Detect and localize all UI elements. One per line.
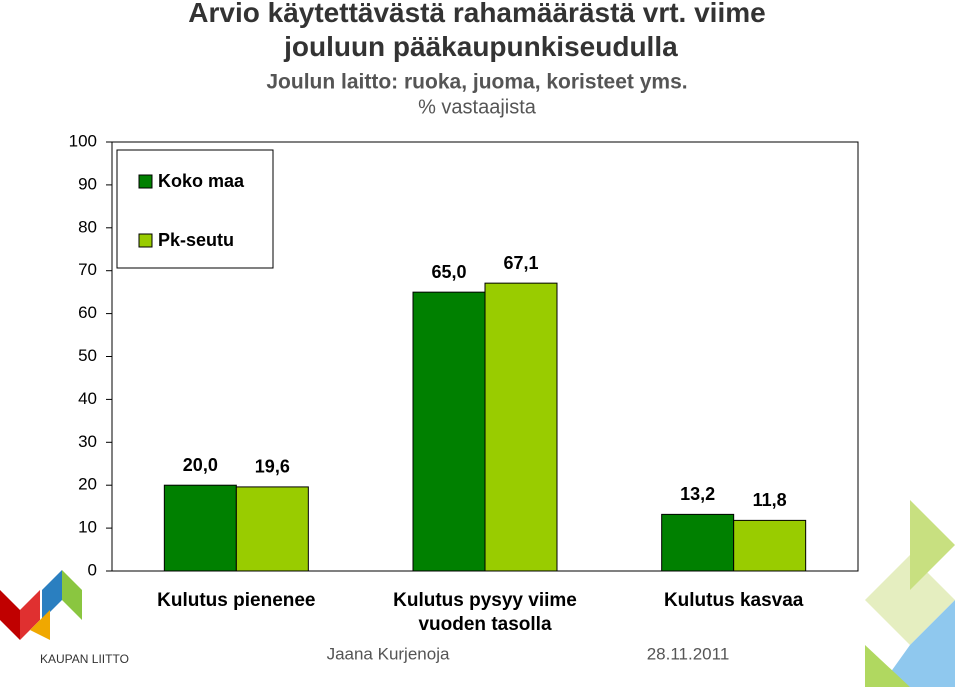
y-tick-label: 50 [78, 346, 97, 365]
y-tick-label: 90 [78, 174, 97, 193]
chart-subtitle: Joulun laitto: ruoka, juoma, koristeet y… [266, 71, 687, 94]
y-tick-label: 30 [78, 432, 97, 451]
footer-author: Jaana Kurjenoja [327, 644, 450, 663]
x-tick-label: Kulutus pysyy viime vuoden tasolla [393, 590, 577, 635]
legend-swatch [138, 174, 153, 189]
y-tick-label: 20 [78, 475, 97, 494]
logo-text: KAUPAN LIITTO [40, 652, 129, 666]
value-label: 65,0 [431, 262, 466, 282]
y-tick-label: 40 [78, 389, 97, 408]
value-label: 13,2 [680, 484, 715, 504]
y-tick-label: 100 [69, 131, 97, 150]
bar [235, 486, 309, 572]
value-label: 19,6 [255, 457, 290, 477]
value-label: 67,1 [503, 253, 538, 273]
bar [484, 282, 558, 572]
logo-graphic [0, 500, 955, 687]
legend-swatch [138, 233, 153, 248]
bar [661, 513, 735, 572]
value-label: 11,8 [753, 490, 787, 510]
y-tick-label: 0 [88, 560, 97, 579]
legend-box [116, 149, 274, 269]
bar [412, 291, 486, 572]
chart-title: Arvio käytettävästä rahamäärästä vrt. vi… [188, 0, 765, 62]
footer-date: 28.11.2011 [647, 644, 730, 663]
y-tick-label: 60 [78, 303, 97, 322]
bar [733, 519, 807, 572]
x-tick-label: Kulutus kasvaa [663, 590, 804, 611]
y-tick-label: 80 [78, 217, 97, 236]
y-axis-label: % vastaajista [418, 96, 537, 118]
legend-label: Pk-seutu [158, 230, 234, 250]
bar [163, 484, 237, 572]
y-tick-label: 70 [78, 260, 97, 279]
value-label: 20,0 [183, 455, 218, 475]
x-tick-label: Kulutus pienenee [157, 590, 316, 611]
legend-label: Koko maa [158, 171, 245, 191]
y-tick-label: 10 [78, 518, 97, 537]
